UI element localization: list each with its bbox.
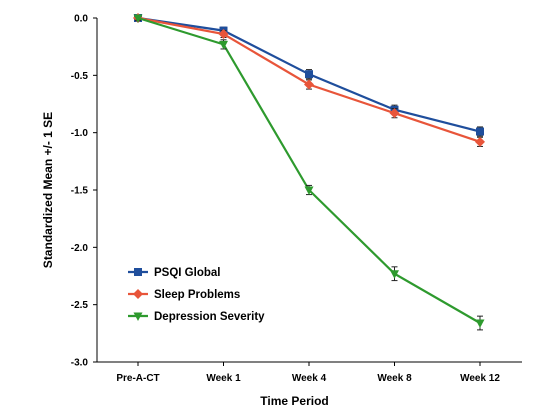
data-point (133, 14, 143, 23)
data-point (475, 136, 485, 147)
x-axis-ticks: Pre-A-CT Week 1 Week 4 Week 8 Week 12 (116, 362, 500, 384)
y-tick-label: -1.0 (71, 128, 89, 139)
legend-label: Sleep Problems (154, 289, 240, 301)
x-tick-label: Week 1 (206, 373, 241, 384)
legend-marker (133, 312, 143, 321)
x-tick-label: Week 8 (377, 373, 412, 384)
legend-item: Depression Severity (128, 311, 265, 323)
legend-label: PSQI Global (154, 267, 220, 279)
y-tick-label: -2.5 (71, 300, 89, 311)
data-point (304, 186, 314, 195)
data-point (219, 40, 228, 50)
y-tick-label: -2.0 (71, 243, 89, 254)
legend-item: PSQI Global (128, 267, 220, 279)
legend: PSQI Global Sleep Problems Depression Seve… (128, 267, 265, 323)
data-point (475, 319, 485, 329)
x-tick-label: Week 4 (292, 373, 327, 384)
data-point (389, 108, 400, 119)
data-point (476, 127, 484, 136)
x-tick-label: Week 12 (460, 373, 500, 384)
y-tick-label: -1.5 (71, 186, 89, 197)
data-point (305, 70, 313, 79)
y-axis-title: Standardized Mean +/- 1 SE (41, 112, 55, 268)
legend-marker (134, 268, 142, 276)
series-sleep-problems (133, 13, 485, 147)
legend-item: Sleep Problems (128, 289, 240, 301)
y-tick-label: -3.0 (71, 358, 89, 369)
x-tick-label: Pre-A-CT (116, 373, 159, 384)
series-depression-severity (133, 14, 485, 331)
x-axis-title: Time Period (260, 394, 328, 408)
legend-marker (133, 289, 143, 299)
legend-label: Depression Severity (154, 311, 265, 323)
y-axis-ticks: 0.0 -0.5 -1.0 -1.5 -2.0 -2.5 -3.0 (71, 14, 97, 369)
data-point (218, 29, 229, 40)
data-point (390, 270, 399, 279)
series-layer (133, 13, 485, 331)
data-point (304, 79, 314, 90)
y-tick-label: 0.0 (74, 14, 88, 25)
y-tick-label: -0.5 (71, 71, 89, 82)
